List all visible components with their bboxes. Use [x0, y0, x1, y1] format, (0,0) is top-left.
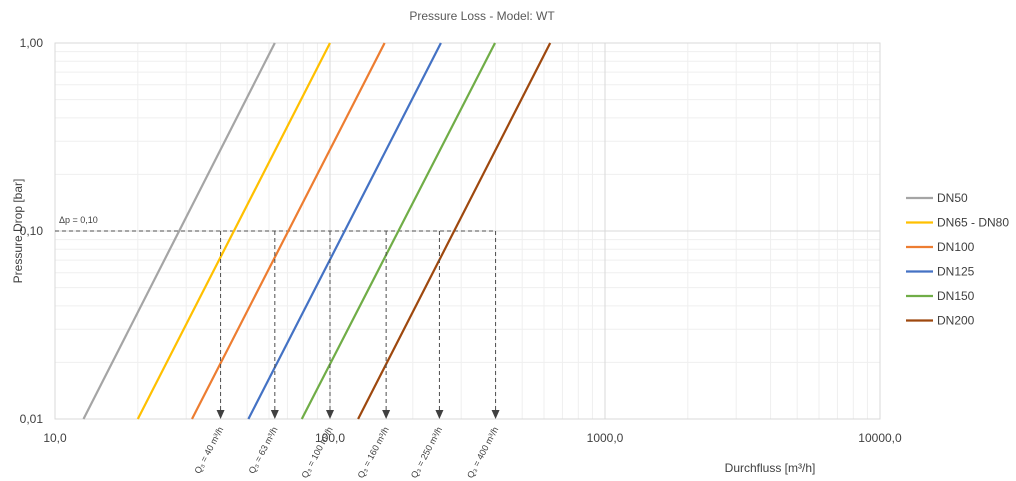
series-line-dn150 [300, 42, 496, 420]
series-line-dn100 [191, 42, 386, 420]
legend-label: DN125 [937, 265, 975, 279]
y-tick-label: 0,10 [20, 224, 44, 238]
x-tick-label: 10000,0 [858, 431, 902, 445]
chart-title: Pressure Loss - Model: WT [409, 9, 555, 23]
legend: DN50 DN65 - DN80 DN100 DN125 DN150 DN200 [906, 191, 1009, 328]
x-axis-title: Durchfluss [m³/h] [725, 461, 816, 475]
series-line-dn50 [82, 42, 276, 420]
x-tick-label: 1000,0 [587, 431, 624, 445]
series-line-dn65-dn80 [136, 42, 331, 420]
legend-label: DN150 [937, 289, 975, 303]
series-line-dn125 [247, 42, 442, 420]
y-tick-label: 1,00 [20, 36, 44, 50]
legend-label: DN200 [937, 314, 975, 328]
series-line-dn200 [357, 42, 552, 420]
reference-label: Δp = 0,10 [59, 215, 98, 225]
y-tick-labels: 0,01 0,10 1,00 [20, 36, 44, 426]
x-tick-label: 10,0 [43, 431, 67, 445]
y-tick-label: 0,01 [20, 412, 44, 426]
y-axis-title: Pressure Drop [bar] [11, 179, 25, 284]
x-tick-label: 100,0 [315, 431, 345, 445]
legend-label: DN65 - DN80 [937, 216, 1009, 230]
series-group [82, 42, 552, 420]
legend-label: DN50 [937, 191, 968, 205]
legend-label: DN100 [937, 240, 975, 254]
x-tick-labels: 10,0 100,0 1000,0 10000,0 [43, 431, 902, 445]
